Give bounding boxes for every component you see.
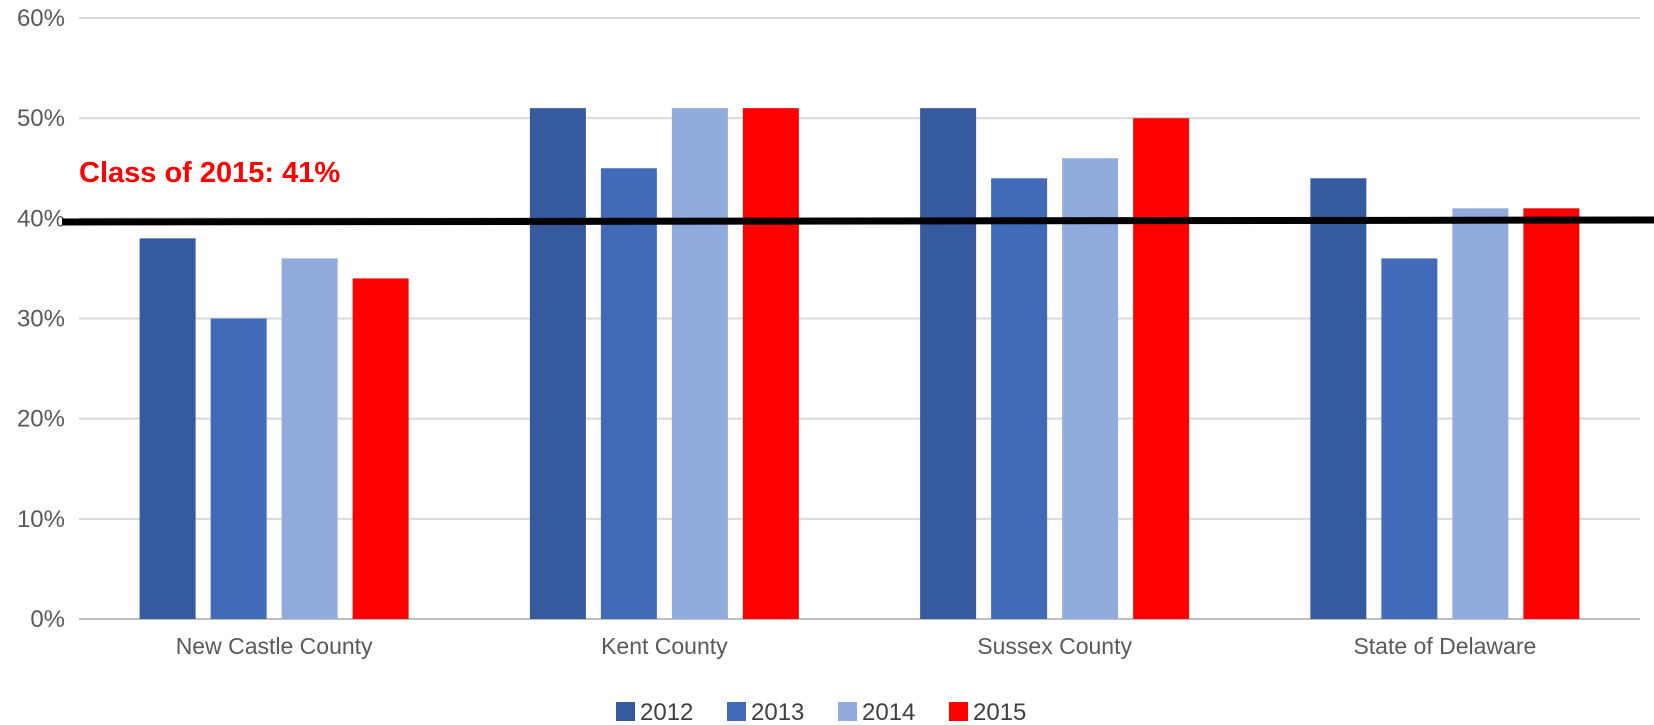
bar-2013-kent-county: [600, 168, 657, 619]
y-axis-ticks: 0% 10% 20% 30% 40% 50% 60%: [17, 5, 65, 633]
bar-2012-new-castle-county: [139, 238, 196, 619]
bar-2012-sussex-county: [920, 108, 977, 620]
bar-2015-sussex-county: [1133, 118, 1190, 620]
bar-2013-new-castle-county: [210, 318, 267, 619]
y-tick-label: 50%: [17, 105, 65, 132]
y-tick-label: 60%: [17, 5, 65, 32]
bar-2012-kent-county: [529, 108, 586, 620]
legend: 2012 2013 2014 2015: [616, 699, 1026, 725]
legend-swatch-2014: [838, 702, 857, 721]
x-axis-labels: New Castle County Kent County Sussex Count…: [176, 633, 1537, 659]
legend-swatch-2013: [727, 702, 746, 721]
y-tick-label: 10%: [17, 506, 65, 533]
legend-swatch-2015: [949, 702, 968, 721]
bar-2014-state-of-delaware: [1452, 208, 1509, 620]
x-category-label: Kent County: [601, 633, 728, 659]
bar-2013-sussex-county: [991, 178, 1048, 619]
y-tick-label: 30%: [17, 306, 65, 333]
bar-2014-kent-county: [671, 108, 728, 620]
bar-2014-new-castle-county: [281, 258, 338, 619]
legend-label-2014: 2014: [862, 699, 915, 725]
x-category-label: State of Delaware: [1353, 633, 1536, 659]
bar-2015-state-of-delaware: [1523, 208, 1580, 620]
bar-2012-state-of-delaware: [1310, 178, 1367, 619]
x-category-label: New Castle County: [176, 633, 373, 659]
bar-2015-kent-county: [742, 108, 799, 620]
reference-annotation: Class of 2015: 41%: [79, 157, 340, 189]
x-category-label: Sussex County: [977, 633, 1132, 659]
legend-label-2013: 2013: [751, 699, 804, 725]
y-tick-label: 0%: [30, 606, 65, 633]
bar-2015-new-castle-county: [352, 278, 409, 619]
legend-label-2015: 2015: [973, 699, 1026, 725]
legend-label-2012: 2012: [640, 699, 693, 725]
bars: [139, 108, 1580, 620]
reference-line: [61, 216, 1654, 226]
y-tick-label: 40%: [17, 205, 65, 232]
legend-swatch-2012: [616, 702, 635, 721]
bar-2013-state-of-delaware: [1381, 258, 1438, 619]
bar-2014-sussex-county: [1062, 158, 1119, 619]
y-tick-label: 20%: [17, 406, 65, 433]
